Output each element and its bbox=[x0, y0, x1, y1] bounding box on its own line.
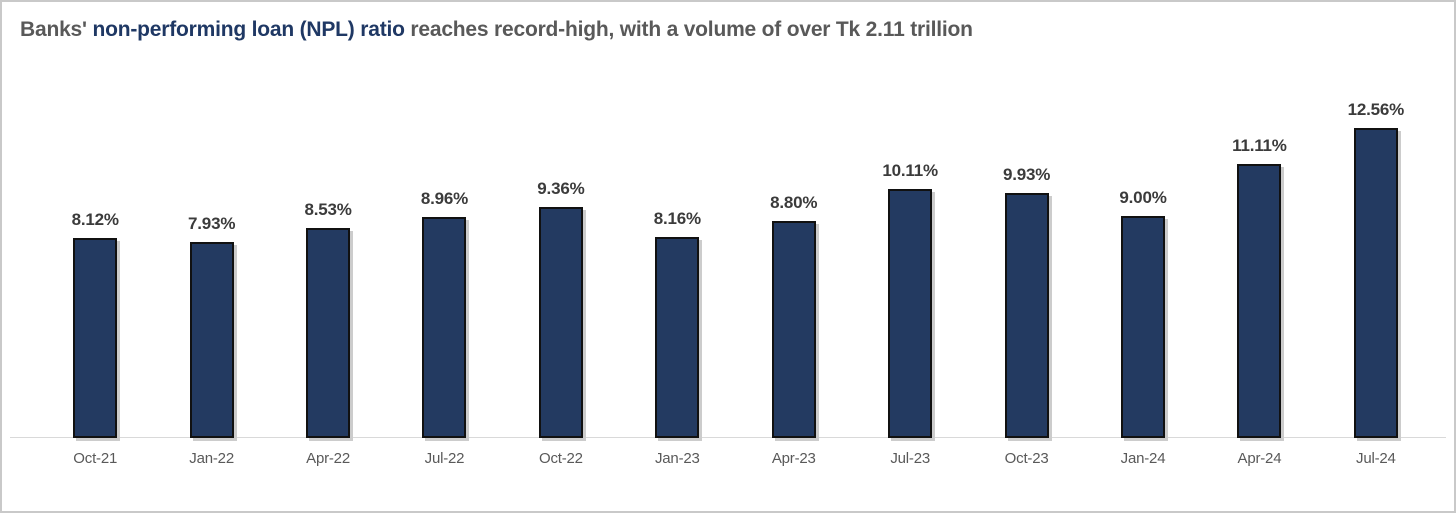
bar-value-label: 8.12% bbox=[71, 209, 119, 229]
bar-value-label: 11.11% bbox=[1232, 135, 1287, 155]
x-axis-tick-label: Oct-23 bbox=[1004, 450, 1049, 467]
bar-value-label: 12.56% bbox=[1347, 100, 1405, 119]
bar bbox=[888, 188, 933, 438]
chart-title: Banks' non-performing loan (NPL) ratio r… bbox=[20, 18, 1436, 42]
x-axis-tick-label: Apr-22 bbox=[306, 450, 350, 467]
x-axis-tick-label: Jan-22 bbox=[189, 450, 234, 467]
bar-column: 12.56% bbox=[1318, 100, 1434, 438]
bar-column: 8.12% bbox=[37, 210, 153, 438]
x-axis-tick-label: Apr-23 bbox=[771, 450, 816, 467]
bar-column: 11.11% bbox=[1201, 136, 1317, 438]
bar-column: 8.80% bbox=[736, 193, 852, 438]
bar bbox=[306, 227, 351, 438]
bar-column: 9.00% bbox=[1085, 188, 1201, 438]
x-axis-tick-label: Jan-23 bbox=[654, 450, 700, 467]
x-axis-line bbox=[10, 437, 1446, 438]
bar bbox=[1353, 128, 1398, 438]
bar-column: 7.93% bbox=[153, 214, 269, 438]
bar bbox=[655, 236, 700, 438]
bar-column: 8.96% bbox=[386, 189, 502, 438]
x-axis-tick-label: Oct-22 bbox=[538, 450, 583, 467]
bar-value-label: 9.36% bbox=[537, 179, 585, 198]
x-axis-tick-label: Jul-22 bbox=[424, 450, 465, 467]
bar bbox=[1004, 192, 1049, 438]
bar-value-label: 7.93% bbox=[188, 214, 236, 234]
bar bbox=[771, 220, 816, 438]
bar bbox=[538, 207, 583, 438]
plot-area: 8.12% 7.93% 8.53% 8.96% 9.36% 8.16% 8.80% 10.11… bbox=[2, 90, 1454, 438]
bar-value-label: 8.80% bbox=[770, 192, 818, 212]
x-axis-tick-label: Apr-24 bbox=[1237, 450, 1282, 467]
x-axis-tick-label: Jul-23 bbox=[890, 450, 930, 467]
bar bbox=[189, 242, 234, 438]
bar-value-label: 8.16% bbox=[653, 208, 701, 228]
bar-value-label: 8.53% bbox=[304, 199, 352, 219]
bar-value-label: 9.00% bbox=[1119, 187, 1167, 207]
bar-column: 8.16% bbox=[619, 209, 735, 438]
bar-column: 9.93% bbox=[968, 165, 1084, 438]
bar-value-label: 9.93% bbox=[1002, 164, 1051, 184]
chart-title-suffix: reaches record-high, with a volume of ov… bbox=[410, 18, 973, 41]
bar-series: 8.12% 7.93% 8.53% 8.96% 9.36% 8.16% 8.80% 10.11… bbox=[37, 90, 1434, 438]
x-axis-tick-label: Jan-24 bbox=[1120, 450, 1166, 467]
bar bbox=[73, 237, 118, 438]
bar bbox=[1237, 163, 1282, 438]
bar-value-label: 10.11% bbox=[882, 160, 938, 180]
chart-title-highlight: non-performing loan (NPL) ratio bbox=[92, 18, 405, 41]
chart-title-prefix: Banks' bbox=[20, 18, 87, 41]
bar-column: 8.53% bbox=[270, 199, 386, 438]
x-axis-labels: Oct-21 Jan-22 Apr-22 Jul-22 Oct-22 Jan-23 Apr-… bbox=[37, 438, 1434, 467]
bar-column: 10.11% bbox=[852, 160, 968, 438]
bar bbox=[1121, 215, 1165, 438]
x-axis-tick-label: Jul-24 bbox=[1356, 450, 1396, 467]
x-axis-tick-label: Oct-21 bbox=[73, 450, 118, 467]
bar bbox=[422, 216, 467, 438]
bar-column: 9.36% bbox=[503, 179, 619, 438]
bar-value-label: 8.96% bbox=[420, 188, 469, 208]
